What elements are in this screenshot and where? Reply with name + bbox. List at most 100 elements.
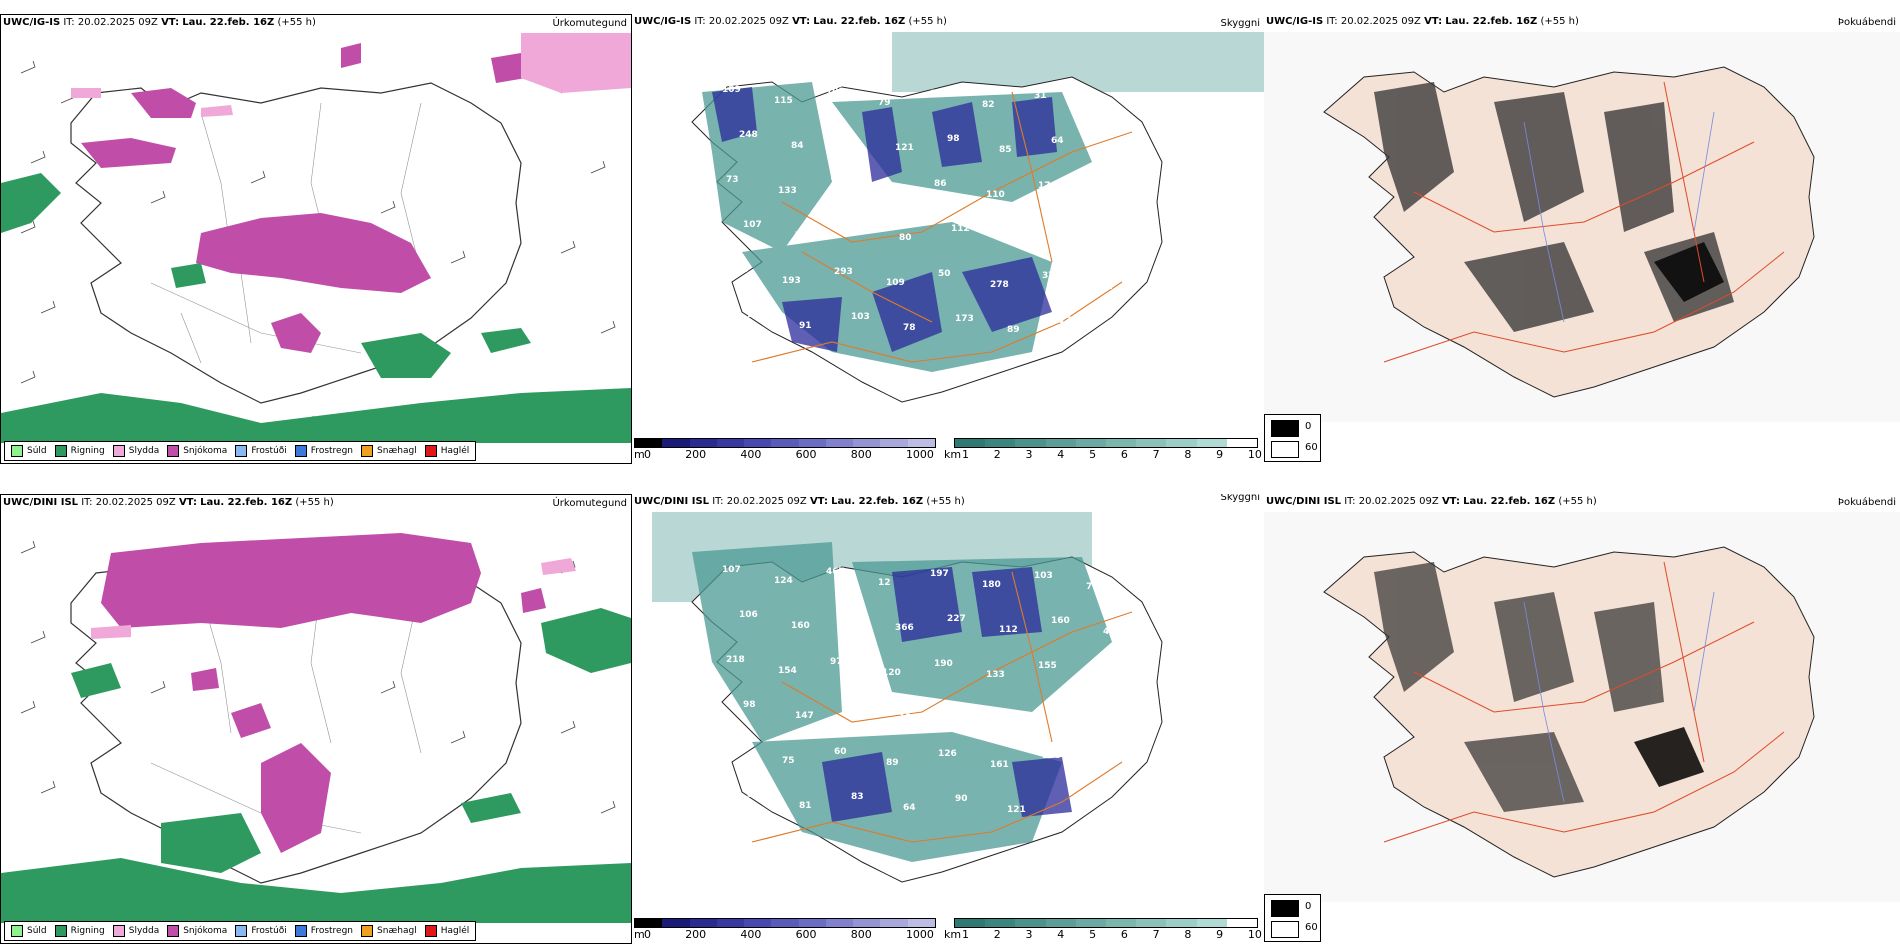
colorbar-segment	[716, 919, 745, 927]
cloud-base-label: 133	[986, 670, 1005, 680]
sleet-areas	[91, 558, 576, 639]
roads	[1383, 561, 1785, 843]
fog-legend-light-swatch	[1271, 921, 1299, 938]
colorbar-tick: 6	[1120, 448, 1128, 461]
fog-legend-light: 60	[1305, 442, 1318, 453]
vt-label: VT:	[1441, 496, 1460, 507]
cloud-base-label: 85	[999, 145, 1012, 155]
colorbar-segment	[907, 439, 935, 447]
precip-map	[1, 533, 631, 923]
it-value: 20.02.2025 09Z	[1358, 496, 1439, 507]
precip-panel-row1: UWC/IG-IS IT: 20.02.2025 09Z VT: Lau. 22…	[0, 14, 632, 464]
cloud-base-label: 109	[826, 87, 845, 97]
colorbar-segment	[1106, 439, 1137, 447]
colorbar-segment	[1015, 919, 1046, 927]
vt-value: Lau. 22.feb. 16Z	[831, 496, 924, 507]
cloud-base-label: 97	[830, 657, 843, 667]
legend-item: Snæhagl	[361, 925, 417, 937]
colorbar-segment	[1166, 439, 1197, 447]
cloud-base-label: 190	[934, 659, 953, 669]
cloud-base-label: 83	[851, 792, 864, 802]
legend-item: Snæhagl	[361, 445, 417, 457]
colorbar-segment	[1166, 919, 1197, 927]
colorbar-tick: 2	[993, 448, 1001, 461]
cloud-base-label: 88	[1090, 192, 1103, 202]
panel-title: Þokuábendi	[1837, 17, 1896, 28]
legend-label: Haglél	[440, 926, 470, 936]
colorbar-segment	[689, 919, 717, 927]
cloud-base-label: 98	[947, 134, 960, 144]
fog-legend-dark: 0	[1305, 421, 1312, 432]
cloud-map: 109 115 109 79 93 82 31 102 248 84 92 121 98 85 64 76 73…	[691, 32, 1264, 403]
cloud-base-label: 52	[1094, 762, 1107, 772]
legend-label: Rigning	[70, 446, 105, 456]
colorbar-tick: 3	[1025, 928, 1033, 941]
cloud-base-label: 155	[1038, 661, 1057, 671]
cloud-base-label: 78	[1086, 582, 1099, 592]
it-label: IT:	[1344, 496, 1356, 507]
snow-areas	[81, 43, 526, 353]
colorbar-tick: 1	[962, 928, 969, 941]
vis-unit: km	[944, 448, 962, 461]
colorbar-tick: 7	[1152, 448, 1160, 461]
colorbar-segment	[1196, 919, 1227, 927]
colorbar-segment	[635, 439, 663, 447]
cloud-base-label: 112	[951, 224, 970, 234]
cloud-base-label: 84	[791, 141, 804, 151]
cloud-base-label: 176	[1038, 181, 1057, 191]
colorbar-segment	[1106, 919, 1137, 927]
lead-time: (+55 h)	[1558, 496, 1597, 507]
colorbar-segment	[985, 439, 1016, 447]
it-label: IT:	[1326, 16, 1338, 27]
cloud-base-label: 98	[743, 700, 756, 710]
cloud-base-label: 76	[1103, 147, 1116, 157]
legend-item: Frostregn	[294, 445, 353, 457]
legend-swatch	[11, 925, 23, 937]
roads	[751, 571, 1133, 843]
cloud-base-label: 82	[982, 100, 995, 110]
cloud-base-label: 110	[986, 190, 1005, 200]
cloud-map: 1071244671219718010378106160118366227112…	[652, 512, 1163, 883]
cloud-base-label: 64	[1051, 136, 1064, 146]
colorbar-segment	[771, 919, 799, 927]
cloud-base-label: 356	[1055, 226, 1074, 236]
precip-panel-row2: UWC/DINI ISL IT: 20.02.2025 09Z VT: Lau.…	[0, 494, 632, 944]
model-name: UWC/IG-IS	[1266, 16, 1324, 27]
legend-swatch	[424, 925, 437, 937]
vt-value: Lau. 22.feb. 16Z	[182, 17, 275, 28]
fog-panel-row2: UWC/DINI ISL IT: 20.02.2025 09Z VT: Lau.…	[1264, 494, 1900, 944]
colorbar-tick: 0	[644, 448, 651, 461]
cloud-base-label: 363	[847, 702, 866, 712]
colorbar-segment	[635, 919, 663, 927]
cloud-base-label: 50	[938, 269, 951, 279]
cloud-base-label: 91	[799, 321, 812, 331]
cloud-base-label: 147	[795, 711, 814, 721]
panel-title: Skyggni	[1220, 494, 1260, 503]
colorbar-segment	[716, 439, 745, 447]
cloud-base-label: 89	[886, 758, 899, 768]
it-label: IT:	[694, 16, 706, 27]
colorbar-tick: 7	[1152, 928, 1160, 941]
colorbar-tick: 8	[1184, 928, 1192, 941]
rain-areas	[1, 173, 631, 443]
base-unit: m	[634, 928, 645, 941]
legend-label: Snæhagl	[377, 446, 417, 456]
colorbar-tick: 600	[795, 928, 817, 941]
fog-legend: 0 60	[1264, 894, 1321, 942]
cloud-base-label: 120	[882, 668, 901, 678]
vt-label: VT:	[161, 17, 180, 28]
vt-label: VT:	[1424, 16, 1443, 27]
it-value: 20.02.2025 09Z	[77, 17, 158, 28]
legend-label: Súld	[27, 926, 47, 936]
lead-time: (+55 h)	[908, 16, 947, 27]
cloud-base-label: 133	[778, 186, 797, 196]
panel-title: Skyggni	[1220, 18, 1260, 29]
cloud-base-label: 78	[903, 323, 916, 333]
cloud-base-label: 124	[774, 576, 793, 586]
cloud-base-label: 90	[1003, 715, 1016, 725]
panel-header: UWC/IG-IS IT: 20.02.2025 09Z VT: Lau. 22…	[634, 16, 947, 27]
cloud-base-label: 278	[990, 280, 1009, 290]
it-value: 20.02.2025 09Z	[1340, 16, 1421, 27]
colorbar-tick: 4	[1057, 928, 1065, 941]
colorbar-segment	[955, 919, 986, 927]
